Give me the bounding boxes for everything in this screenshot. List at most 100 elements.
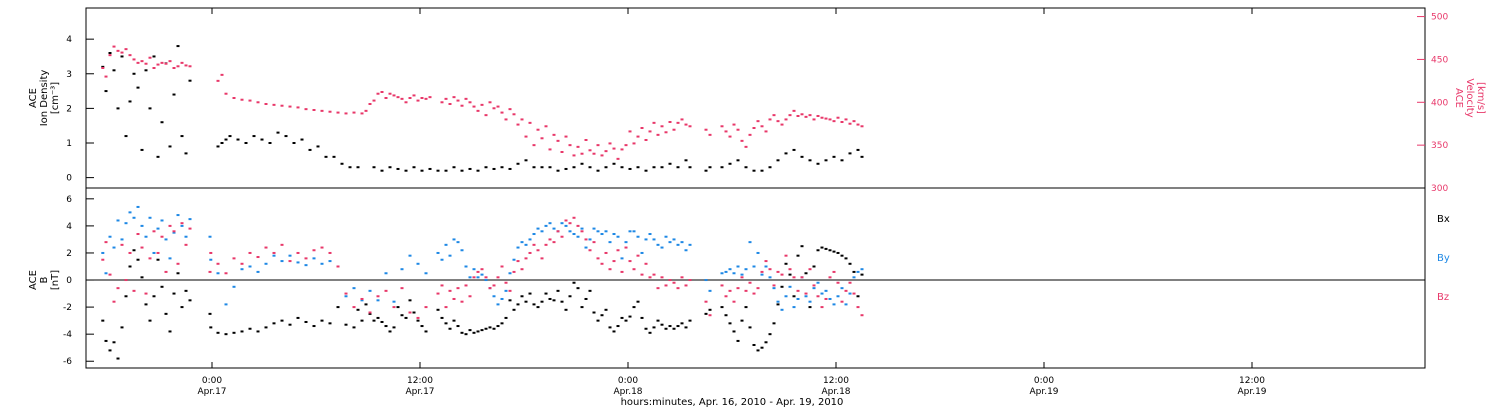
top-series-0-point-61	[516, 162, 520, 165]
top-series-1-point-96	[584, 139, 588, 141]
top-series-1-point-123	[704, 128, 708, 131]
b-series-2-point-88	[580, 230, 584, 233]
top-series-1-point-91	[564, 135, 568, 138]
b-series-2-point-106	[652, 273, 656, 276]
b-series-0-point-108	[624, 319, 628, 322]
top-series-0-point-5	[120, 55, 124, 58]
top-series-1-point-53	[404, 101, 408, 104]
b-series-1-point-101	[632, 230, 636, 233]
b-series-2-point-61	[472, 276, 476, 279]
b-series-0-point-117	[660, 323, 664, 326]
top-series-1-point-50	[392, 94, 396, 97]
b-series-2-point-141	[812, 284, 816, 287]
b-series-0-point-61	[436, 308, 440, 311]
b-series-0-point-45	[364, 303, 368, 306]
b-series-1-point-0	[101, 251, 105, 254]
b-series-2-point-104	[644, 262, 648, 265]
b-series-0-point-71	[476, 330, 480, 333]
top-series-1-point-37	[320, 109, 324, 112]
b-series-1-point-31	[264, 262, 268, 265]
top-series-0-point-52	[444, 169, 448, 172]
b-series-2-point-78	[540, 257, 544, 260]
top-series-1-point-145	[800, 113, 804, 116]
b-series-1-point-78	[540, 230, 544, 233]
b-series-1-point-60	[468, 276, 472, 279]
top-series-1-point-114	[656, 133, 660, 136]
density-tick-label-0: 0	[66, 174, 72, 184]
b-series-1-point-115	[688, 243, 692, 246]
top-series-0-point-85	[708, 166, 712, 169]
b-series-1-point-33	[280, 260, 284, 263]
bfield-tick-label-1: -4	[63, 330, 72, 340]
top-series-1-point-90	[560, 151, 564, 153]
b-series-1-point-19	[176, 214, 180, 217]
top-series-0-point-28	[244, 142, 248, 144]
top-series-1-point-80	[520, 118, 524, 121]
top-series-1-point-127	[728, 135, 732, 138]
b-series-0-point-6	[124, 295, 128, 298]
top-series-1-point-119	[676, 121, 680, 124]
b-series-0-point-123	[684, 326, 688, 329]
top-panel-frame	[85, 7, 1426, 189]
b-series-0-point-105	[612, 330, 616, 333]
b-series-1-point-130	[768, 276, 772, 279]
b-series-2-point-29	[248, 251, 252, 254]
top-series-1-point-159	[856, 123, 860, 126]
top-series-1-point-146	[804, 115, 808, 118]
b-series-2-point-75	[528, 251, 532, 254]
b-series-1-point-137	[796, 297, 800, 300]
b-series-2-point-58	[460, 300, 464, 303]
top-series-0-point-55	[468, 167, 472, 170]
b-series-1-point-129	[764, 265, 768, 268]
b-series-2-point-57	[456, 287, 460, 290]
b-series-1-point-16	[164, 238, 168, 241]
b-series-1-point-10	[140, 224, 144, 227]
top-series-1-point-144	[796, 115, 800, 117]
bfield-tick-label-3: 0	[66, 276, 72, 286]
top-series-0-point-10	[140, 148, 144, 151]
top-series-1-point-130	[740, 139, 744, 142]
top-series-0-point-0	[101, 65, 105, 68]
top-series-1-point-134	[756, 120, 760, 123]
b-series-0-point-160	[852, 270, 856, 273]
top-series-1-point-86	[544, 125, 548, 128]
b-series-2-point-71	[512, 270, 516, 273]
b-series-2-point-6	[124, 279, 128, 282]
b-series-1-point-86	[572, 233, 576, 236]
b-series-0-point-126	[708, 308, 712, 311]
top-series-0-point-24	[220, 142, 224, 144]
top-series-0-point-2	[108, 52, 112, 54]
top-series-1-point-109	[636, 135, 640, 138]
top-series-1-point-147	[808, 114, 812, 117]
top-series-1-point-47	[380, 91, 384, 93]
b-series-0-point-137	[760, 346, 764, 349]
b-series-2-point-53	[440, 284, 444, 287]
b-series-0-point-113	[644, 327, 648, 330]
b-series-2-point-131	[772, 284, 776, 287]
legend-bx: Bx	[1437, 214, 1450, 225]
top-series-1-point-150	[820, 116, 824, 119]
b-series-2-point-24	[209, 251, 213, 254]
b-series-0-point-151	[816, 249, 820, 252]
top-series-0-point-50	[428, 167, 432, 170]
top-right-axis: 300 350 400 450 500	[1417, 13, 1448, 194]
x-axis-label: hours:minutes, Apr. 16, 2010 - Apr. 19, …	[621, 397, 844, 408]
b-series-0-point-60	[424, 330, 428, 333]
top-series-0-point-90	[752, 169, 756, 172]
b-series-1-point-85	[568, 230, 572, 233]
b-series-0-point-143	[784, 262, 788, 265]
b-series-2-point-77	[536, 249, 540, 252]
b-series-1-point-76	[532, 233, 536, 236]
b-series-2-point-107	[656, 287, 660, 290]
b-series-2-point-13	[152, 230, 156, 233]
b-series-0-point-90	[552, 299, 556, 302]
b-series-1-point-103	[640, 251, 644, 254]
top-series-1-point-19	[176, 65, 180, 68]
velocity-tick-label-2: 400	[1431, 98, 1448, 108]
b-series-1-point-58	[460, 249, 464, 252]
b-series-2-point-140	[808, 268, 812, 271]
b-series-2-point-125	[748, 281, 752, 284]
bfield-axis-label-3: [nT]	[50, 270, 61, 290]
top-series-0-point-58	[492, 167, 496, 170]
bottom-panel: -6 -4 -2 0 2 4 6 ACE B [nT] Bx By Bz	[28, 187, 1450, 369]
